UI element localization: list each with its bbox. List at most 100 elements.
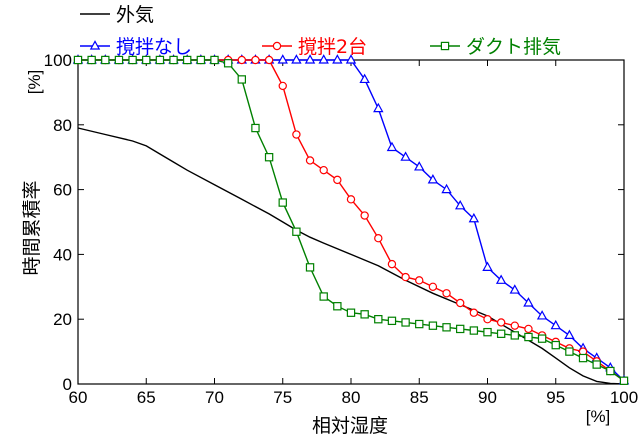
legend-label: 外気 (116, 4, 154, 26)
data-point (510, 331, 520, 340)
data-point (278, 81, 287, 91)
legend-label: ダクト排気 (466, 36, 561, 58)
series-3 (73, 55, 629, 385)
data-point (401, 318, 410, 327)
data-point (196, 55, 206, 65)
legend-label: 撹拌2台 (298, 36, 367, 58)
data-point (536, 310, 548, 320)
y-axis-unit: [%] (25, 70, 44, 95)
data-point (142, 55, 151, 65)
y-tick-label: 0 (63, 375, 72, 394)
x-tick-label: 85 (410, 388, 429, 407)
data-point (523, 297, 534, 307)
data-point (292, 227, 301, 236)
data-point (237, 55, 246, 65)
data-point (483, 327, 492, 337)
data-point (428, 321, 438, 330)
data-point (469, 326, 479, 335)
data-point (374, 315, 383, 324)
data-point (278, 198, 287, 207)
legend-item: ダクト排気 (430, 36, 561, 58)
data-point (360, 310, 369, 319)
x-tick-label: 100 (610, 388, 638, 407)
data-point (456, 298, 465, 308)
data-point (223, 59, 233, 68)
data-point (442, 323, 451, 332)
legend-item: 外気 (80, 4, 154, 26)
data-point (387, 316, 397, 326)
data-point (359, 73, 370, 84)
data-point (237, 75, 246, 84)
data-point (374, 233, 383, 243)
data-point (373, 102, 384, 113)
legend-item: 撹拌なし (80, 36, 192, 58)
data-point (509, 284, 521, 294)
data-point (592, 360, 601, 369)
data-point (387, 259, 397, 269)
data-point (400, 151, 411, 161)
data-point (495, 274, 507, 284)
data-point (128, 55, 137, 65)
data-point (524, 324, 533, 334)
data-point (360, 211, 369, 220)
data-point (496, 329, 506, 338)
data-point (333, 175, 342, 185)
data-point (468, 212, 480, 223)
data-point (73, 55, 83, 65)
y-tick-label: 80 (53, 116, 72, 135)
y-tick-label: 20 (53, 310, 72, 329)
data-point (469, 308, 479, 317)
data-point (291, 54, 302, 64)
data-point (496, 318, 506, 327)
series-0 (77, 127, 625, 385)
legend-marker (440, 41, 450, 51)
data-point (482, 261, 493, 271)
data-point (183, 55, 192, 65)
data-point (483, 315, 492, 324)
data-point (428, 282, 438, 291)
x-tick-label: 70 (205, 388, 224, 407)
data-point (101, 55, 110, 65)
series-line (77, 127, 625, 385)
x-axis-unit: [%] (586, 407, 611, 426)
data-point (332, 54, 343, 64)
data-point (333, 302, 342, 311)
data-point (510, 321, 519, 330)
legend-label: 撹拌なし (116, 36, 192, 58)
data-point (414, 161, 425, 171)
data-point (427, 174, 439, 184)
data-point (264, 55, 274, 65)
data-point (401, 272, 410, 282)
series-lines (72, 54, 630, 385)
data-point (319, 165, 328, 175)
data-point (415, 276, 424, 285)
data-point (251, 123, 260, 133)
data-point (441, 183, 452, 194)
x-tick-label: 95 (546, 388, 565, 407)
data-point (114, 55, 124, 65)
data-point (319, 292, 328, 301)
data-point (292, 130, 301, 139)
x-axis-label: 相対湿度 (312, 415, 388, 437)
x-tick-label: 80 (342, 388, 361, 407)
data-point (551, 340, 560, 350)
data-point (524, 332, 533, 342)
data-point (442, 289, 451, 298)
data-point (305, 156, 315, 165)
data-point (386, 141, 398, 152)
y-tick-label: 100 (44, 51, 72, 70)
data-point (346, 195, 356, 204)
data-point (456, 324, 465, 334)
data-point (305, 263, 315, 272)
data-point (565, 347, 574, 356)
data-point (564, 329, 575, 339)
y-tick-label: 40 (53, 245, 72, 264)
data-point (415, 319, 424, 329)
x-tick-label: 75 (273, 388, 292, 407)
axis-ticks: 60 65 70 75 80 85 90 95 100 0 20 40 60 80 100 (44, 51, 639, 407)
data-point (537, 334, 547, 343)
data-point (346, 308, 356, 317)
x-tick-label: 65 (137, 388, 156, 407)
